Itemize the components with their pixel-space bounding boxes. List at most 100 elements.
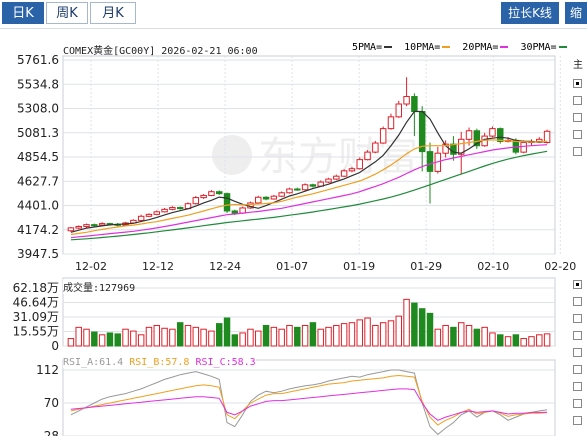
volume-bar: [317, 328, 324, 347]
stretch-kline-button[interactable]: 拉长K线: [501, 2, 559, 24]
volume-bar: [114, 333, 121, 347]
candle-body: [294, 188, 301, 191]
price-x-tick: 01-29: [410, 260, 442, 273]
candle-body: [301, 184, 309, 191]
panel-frame: [62, 359, 556, 436]
candle-body: [255, 196, 262, 204]
volume-bar: [403, 298, 410, 347]
candle-body: [98, 223, 106, 226]
rsi-checkbox-1[interactable]: [573, 365, 582, 374]
price-x-tick: 01-07: [276, 260, 308, 273]
ma-line-20PMA: [70, 144, 548, 239]
volume-y-tick: 15.55万: [13, 325, 59, 339]
ma-legend: 5PMA= 10PMA= 20PMA= 30PMA=: [352, 42, 567, 53]
candle-body: [395, 103, 403, 118]
volume-bar: [247, 328, 254, 347]
volume-bar: [122, 328, 129, 347]
candle-body: [426, 151, 434, 172]
candle-body: [286, 188, 293, 194]
indicator-checkbox-5[interactable]: [573, 147, 582, 156]
rsi-y-tick: 70: [44, 396, 59, 410]
candle-body: [379, 128, 387, 144]
price-y-tick: 5534.8: [17, 77, 59, 91]
volume-bar: [75, 326, 82, 347]
candle-body: [270, 195, 278, 200]
volume-bar: [497, 334, 504, 347]
volume-checkbox-4[interactable]: [573, 331, 582, 340]
candle-body: [387, 116, 395, 130]
candle-body: [67, 227, 75, 232]
toolbar-separator: [0, 28, 587, 29]
volume-y-tick: 31.09万: [13, 310, 59, 324]
volume-y-tick: 62.18万: [13, 281, 59, 295]
volume-bar: [67, 338, 75, 347]
volume-bar: [286, 324, 293, 347]
volume-bar: [426, 312, 434, 347]
candle-body: [145, 213, 153, 217]
indicator-checkbox-4[interactable]: [573, 130, 582, 139]
volume-checkbox-5[interactable]: [573, 348, 582, 357]
candle-body: [262, 196, 270, 200]
rsi-checkbox-2[interactable]: [573, 382, 582, 391]
tab-monthly-k[interactable]: 月K: [90, 2, 136, 24]
volume-bar: [98, 334, 106, 347]
volume-bar: [270, 326, 278, 347]
price-y-tick: 5081.3: [17, 126, 59, 140]
candle-body: [473, 130, 481, 147]
volume-bar: [536, 334, 543, 347]
tab-weekly-k[interactable]: 周K: [46, 2, 88, 24]
candle-body: [208, 191, 215, 196]
volume-bar: [528, 336, 535, 347]
candle-body: [200, 194, 207, 199]
ma-line-30PMA: [70, 150, 548, 241]
volume-bar: [364, 317, 371, 347]
indicator-checkbox-3[interactable]: [573, 113, 582, 122]
volume-bar: [340, 323, 348, 347]
volume-bar: [489, 332, 496, 347]
candle-body: [536, 138, 543, 142]
volume-bar: [145, 326, 153, 347]
volume-bar: [153, 324, 161, 347]
volume-bar: [169, 328, 176, 347]
indicator-checkbox-2[interactable]: [573, 96, 582, 105]
rsi-y-tick: 112: [36, 363, 59, 377]
volume-bar: [520, 338, 527, 347]
tab-daily-k[interactable]: 日K: [2, 2, 44, 24]
ma-line-10PMA: [70, 139, 548, 236]
volume-bar: [231, 334, 239, 347]
candle-body: [325, 178, 332, 183]
candle-body: [340, 170, 348, 177]
volume-checkbox-2[interactable]: [573, 297, 582, 306]
volume-bar: [434, 328, 442, 347]
price-chart-title: COMEX黄金[GC00Y] 2026-02-21 06:00: [63, 46, 258, 57]
volume-label: 成交量:127969: [63, 279, 136, 294]
indicator-checkbox-1[interactable]: [573, 79, 582, 88]
volume-bar: [137, 334, 145, 347]
candle-body: [309, 184, 317, 187]
volume-bar: [395, 315, 403, 347]
volume-bar: [512, 334, 520, 347]
volume-bar: [543, 333, 551, 347]
candle-body: [333, 175, 340, 180]
ma10-label: 10PMA=: [404, 42, 441, 53]
ma5-line: [384, 46, 393, 48]
candle-body: [176, 207, 184, 210]
volume-y-tick: 46.64万: [13, 296, 59, 310]
candle-body: [192, 197, 200, 205]
volume-checkbox-1[interactable]: [573, 280, 582, 289]
shrink-kline-button[interactable]: 缩: [565, 2, 587, 24]
volume-bar: [442, 324, 449, 347]
volume-checkbox-3[interactable]: [573, 314, 582, 323]
volume-bar: [450, 326, 457, 347]
volume-bar: [356, 319, 363, 347]
rsi-checkbox-3[interactable]: [573, 399, 582, 408]
price-x-tick: 02-10: [477, 260, 509, 273]
price-x-tick: 02-20: [544, 260, 576, 273]
candle-body: [356, 159, 363, 170]
volume-bar: [161, 327, 168, 347]
rsi-checkbox-4[interactable]: [573, 416, 582, 425]
candle-body: [411, 96, 418, 113]
rsi-b-label: RSI_B:57.8: [129, 357, 190, 368]
volume-bar: [309, 322, 317, 347]
